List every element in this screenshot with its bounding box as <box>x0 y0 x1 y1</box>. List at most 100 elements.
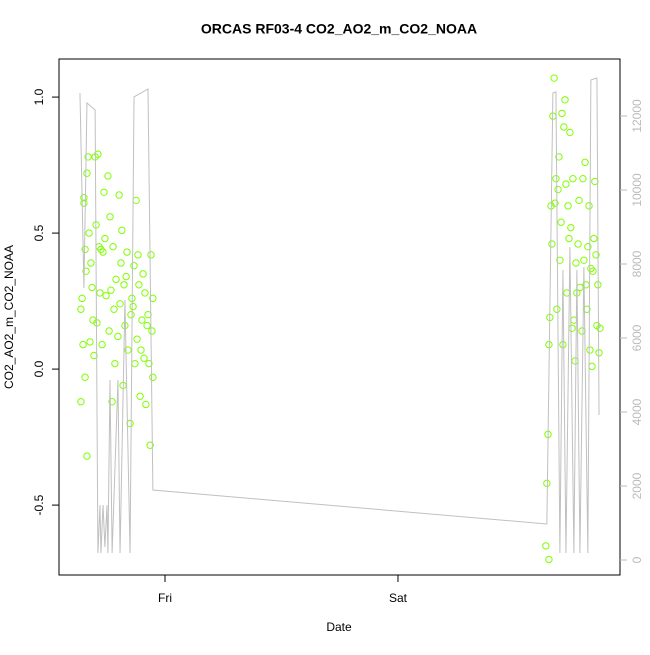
scatter-point <box>584 242 592 251</box>
scatter-point <box>147 251 155 259</box>
scatter-point <box>545 555 553 564</box>
scatter-point <box>592 251 600 259</box>
scatter-point <box>126 419 134 428</box>
y2-tick-label: 8000 <box>630 250 644 277</box>
scatter-point <box>581 158 589 167</box>
y2-tick-label: 12000 <box>630 99 644 133</box>
scatter-point <box>145 359 153 368</box>
scatter-point <box>548 240 556 248</box>
scatter-point <box>116 300 124 308</box>
scatter-point <box>141 289 149 297</box>
scatter-point <box>77 398 85 406</box>
scatter-point <box>106 213 114 221</box>
y2-tick-label: 4000 <box>630 398 644 425</box>
x-tick-label: Fri <box>158 591 172 605</box>
scatter-point <box>120 281 128 289</box>
scatter-point <box>87 259 95 267</box>
scatter-point <box>129 302 137 311</box>
scatter-point <box>80 194 88 202</box>
scatter-point <box>569 174 577 183</box>
scatter-point <box>564 202 572 210</box>
scatter-point <box>78 294 86 303</box>
scatter-point <box>124 346 132 354</box>
y2-tick-label: 6000 <box>630 324 644 351</box>
scatter-point <box>112 275 120 284</box>
plot-frame <box>58 58 621 576</box>
scatter-point <box>109 242 117 251</box>
scatter-point <box>88 283 96 292</box>
scatter-point <box>561 96 569 104</box>
scatter-point <box>137 346 145 354</box>
scatter-point <box>136 392 144 400</box>
scatter-point <box>117 259 125 267</box>
scatter-point <box>559 340 567 349</box>
scatter-point <box>579 174 587 183</box>
x-tick-label: Sat <box>389 591 408 605</box>
scatter-point <box>146 441 154 449</box>
scatter-point <box>80 199 88 207</box>
scatter-point <box>562 180 570 188</box>
scatter-point <box>130 262 138 270</box>
scatter-point <box>115 191 123 199</box>
y2-tick-label: 10000 <box>630 173 644 207</box>
y-tick-label: -0.5 <box>32 494 46 515</box>
scatter-point <box>86 338 94 346</box>
scatter-point <box>83 169 91 177</box>
y-tick-label: 1.0 <box>32 88 46 105</box>
scatter-point <box>550 74 558 82</box>
scatter-point <box>108 398 116 406</box>
scatter-point <box>77 305 85 313</box>
scatter-point <box>83 452 91 460</box>
scatter-point <box>140 354 148 362</box>
scatter-point <box>553 305 561 313</box>
scatter-point <box>142 400 150 409</box>
scatter-point <box>122 272 130 281</box>
scatter-point <box>99 248 107 256</box>
x-axis-title: Date <box>326 620 352 634</box>
scatter-point <box>566 128 574 137</box>
scatter-point <box>567 223 575 232</box>
y-tick-label: 0.5 <box>32 224 46 241</box>
y-axis-title: CO2_AO2_m_CO2_NOAA <box>2 245 16 389</box>
scatter-point <box>149 294 157 303</box>
scatter-point <box>149 373 157 381</box>
scatter-point <box>590 234 598 243</box>
scatter-point <box>84 153 92 161</box>
scatter-point <box>79 340 87 349</box>
scatter-point <box>556 256 564 264</box>
scatter-point <box>102 291 110 300</box>
scatter-point <box>96 289 104 297</box>
scatter-point <box>81 373 89 381</box>
scatter-point <box>552 174 560 183</box>
scatter-point <box>100 188 108 196</box>
line-series <box>79 77 600 554</box>
scatter-point <box>139 270 147 278</box>
scatter-point <box>557 218 565 226</box>
scatter-point <box>134 251 142 259</box>
scatter-point <box>555 153 563 161</box>
scatter-point <box>574 240 582 248</box>
y2-tick-label: 0 <box>630 556 644 563</box>
scatter-point <box>543 479 551 488</box>
scatter-point <box>148 327 156 335</box>
scatter-point <box>85 229 93 237</box>
y2-tick-label: 2000 <box>630 472 644 499</box>
scatter-point <box>114 332 122 341</box>
scatter-point <box>123 248 131 256</box>
scatter-point <box>586 346 594 354</box>
scatter-point <box>118 226 126 235</box>
scatter-point <box>93 319 101 327</box>
scatter-point <box>596 324 604 332</box>
scatter-point <box>138 316 146 324</box>
scatter-point <box>107 286 115 294</box>
chart-title: ORCAS RF03-4 CO2_AO2_m_CO2_NOAA <box>201 21 477 37</box>
scatter-point <box>558 109 566 118</box>
scatter-point <box>135 281 143 289</box>
scatter-point <box>82 267 90 275</box>
scatter-point <box>101 234 109 243</box>
scatter-point <box>580 256 588 264</box>
scatter-point <box>133 335 141 343</box>
scatter-point <box>104 172 112 180</box>
scatter-point <box>542 542 550 550</box>
